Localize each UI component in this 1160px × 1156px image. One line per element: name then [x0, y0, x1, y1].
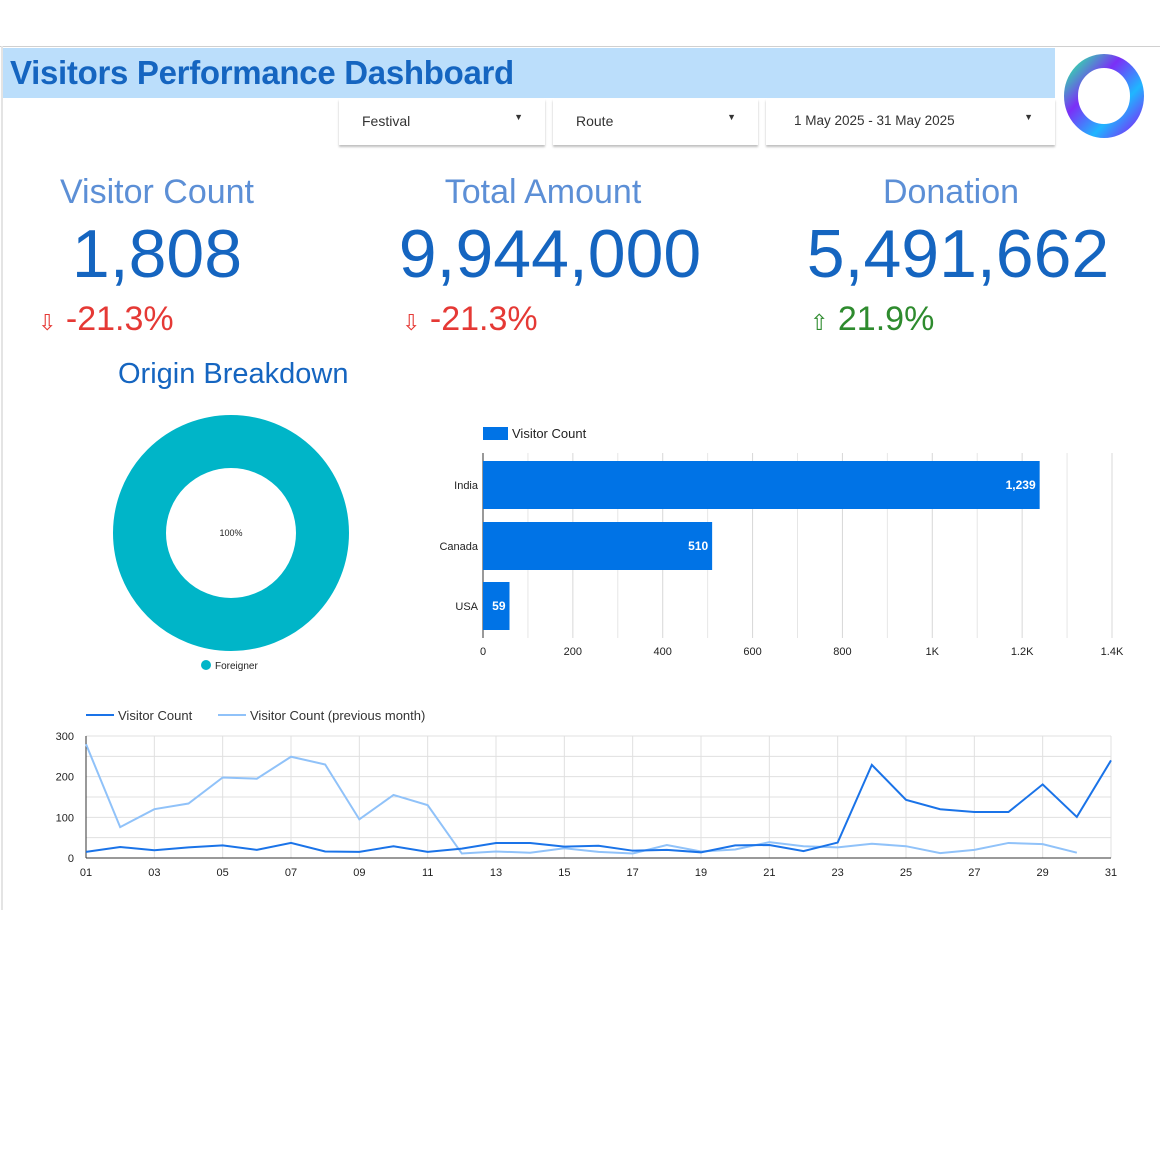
- visitor-count-daily-line-chart: 0 100 200 300 01 03 05 07 09 11 13 15 17 19 21 23 25 27 29…: [56, 708, 1117, 879]
- x-tick-label: 0: [480, 646, 486, 658]
- legend-marker: [201, 660, 211, 670]
- data-label: 59: [492, 599, 506, 613]
- x-tick-label: 19: [695, 867, 707, 879]
- title-bar: [3, 48, 1055, 98]
- x-tick-label: 27: [968, 867, 980, 879]
- filter-label: Festival: [362, 113, 411, 129]
- category-label: USA: [455, 601, 478, 613]
- bar-india[interactable]: [483, 461, 1040, 509]
- x-tick-label: 23: [832, 867, 844, 879]
- x-tick-label: 600: [743, 646, 761, 658]
- legend-label[interactable]: Visitor Count: [118, 708, 193, 723]
- kpi-donation-delta: ⇧ 21.9%: [810, 300, 934, 339]
- x-tick-label: 200: [564, 646, 582, 658]
- data-label: 510: [688, 539, 708, 553]
- donut-data-label: 100%: [219, 528, 242, 538]
- arrow-down-icon: ⇩: [402, 310, 421, 335]
- legend-label-foreigner[interactable]: Foreigner: [215, 661, 258, 672]
- x-tick-label: 1.4K: [1101, 646, 1124, 658]
- x-tick-label: 21: [763, 867, 775, 879]
- origin-donut-chart: 100% Foreigner: [113, 415, 349, 672]
- kpi-total-amount-title: Total Amount: [444, 173, 642, 211]
- kpi-donation-title: Donation: [882, 173, 1020, 211]
- series-line-previous-month[interactable]: [85, 743, 1078, 855]
- filter-label: 1 May 2025 - 31 May 2025: [794, 113, 955, 128]
- x-tick-label: 15: [558, 867, 570, 879]
- legend-label[interactable]: Visitor Count (previous month): [250, 708, 425, 723]
- x-tick-label: 13: [490, 867, 502, 879]
- x-tick-label: 03: [148, 867, 160, 879]
- kpi-total-amount-value: 9,944,000: [398, 216, 702, 292]
- dropdown-arrow-icon: ▼: [514, 112, 523, 122]
- x-tick-label: 31: [1105, 867, 1117, 879]
- divider: [0, 46, 1160, 47]
- category-label: Canada: [439, 541, 478, 553]
- kpi-total-amount-delta: ⇩ -21.3%: [402, 300, 538, 339]
- x-tick-label: 25: [900, 867, 912, 879]
- x-tick-label: 11: [422, 867, 433, 879]
- y-tick-label: 100: [56, 812, 74, 824]
- x-tick-label: 05: [217, 867, 229, 879]
- x-tick-label: 800: [833, 646, 851, 658]
- x-tick-label: 17: [627, 867, 639, 879]
- kpi-donation-value: 5,491,662: [806, 216, 1110, 292]
- x-tick-label: 400: [654, 646, 672, 658]
- arrow-up-icon: ⇧: [810, 310, 829, 335]
- legend-label[interactable]: Visitor Count: [512, 426, 587, 441]
- date-range-picker[interactable]: 1 May 2025 - 31 May 2025 ▼: [766, 99, 1055, 145]
- x-tick-label: 1.2K: [1011, 646, 1034, 658]
- y-tick-label: 0: [68, 853, 74, 865]
- legend-marker: [483, 427, 508, 440]
- x-tick-label: 01: [80, 867, 92, 879]
- x-tick-label: 07: [285, 867, 297, 879]
- divider: [1, 46, 3, 910]
- data-label: 1,239: [1006, 478, 1036, 492]
- delta-value: -21.3%: [429, 300, 538, 338]
- page-title: Visitors Performance Dashboard: [10, 54, 514, 91]
- bar-usa[interactable]: [483, 582, 510, 630]
- x-tick-label: 09: [353, 867, 365, 879]
- kpi-visitor-count-title: Visitor Count: [59, 173, 255, 211]
- category-label: India: [454, 480, 479, 492]
- arrow-down-icon: ⇩: [38, 310, 57, 335]
- kpi-visitor-count-value: 1,808: [71, 216, 243, 292]
- route-filter[interactable]: Route ▼: [553, 99, 758, 145]
- series-line-current[interactable]: [85, 759, 1112, 854]
- ring-logo: [1064, 54, 1144, 138]
- kpi-visitor-count-delta: ⇩ -21.3%: [38, 300, 174, 339]
- origin-breakdown-title: Origin Breakdown: [118, 358, 349, 390]
- visitor-count-by-country-bar-chart: Visitor Count India 1,239 Canada 510 USA 59 0 20…: [439, 426, 1124, 658]
- y-tick-label: 200: [56, 772, 74, 784]
- festival-filter[interactable]: Festival ▼: [339, 99, 545, 145]
- y-tick-label: 300: [56, 731, 74, 743]
- bar-canada[interactable]: [483, 522, 713, 570]
- dropdown-arrow-icon: ▼: [727, 112, 736, 122]
- delta-value: 21.9%: [837, 300, 935, 338]
- filter-label: Route: [576, 113, 614, 129]
- dropdown-arrow-icon: ▼: [1024, 112, 1033, 122]
- donut-slice-foreigner[interactable]: [113, 415, 349, 651]
- x-tick-label: 1K: [926, 646, 940, 658]
- x-tick-label: 29: [1037, 867, 1049, 879]
- delta-value: -21.3%: [65, 300, 174, 338]
